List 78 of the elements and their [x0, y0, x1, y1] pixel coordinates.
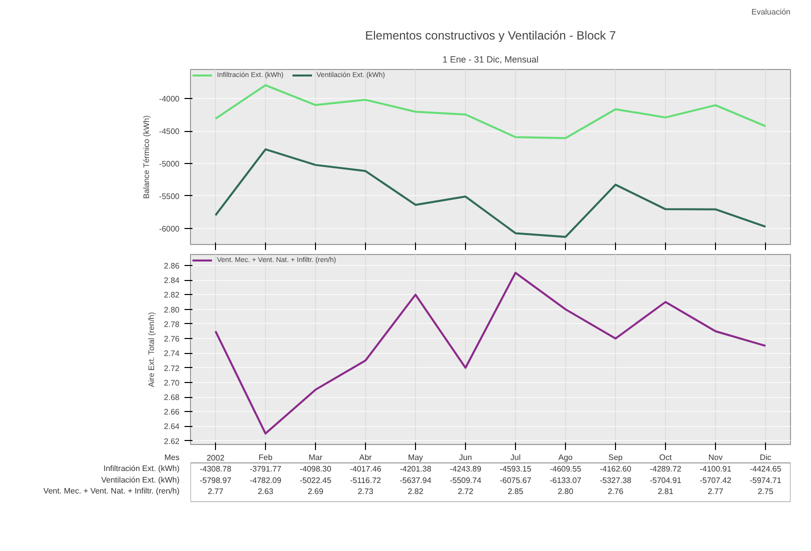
category-label: Oct — [659, 452, 672, 462]
data-label: -4782.09 — [250, 476, 282, 485]
y-tick-label: 2.72 — [164, 364, 180, 373]
data-label: -4308.78 — [200, 464, 232, 474]
data-label: 2.77 — [208, 487, 224, 496]
data-label: -4201.38 — [400, 464, 432, 474]
data-label: -6075.67 — [500, 476, 532, 485]
y-tick-label: 2.62 — [164, 436, 180, 446]
chart-title: Elementos constructivos y Ventilación - Block 7 — [365, 28, 616, 42]
category-label: May — [408, 452, 424, 462]
category-label: Sep — [608, 452, 624, 462]
text: Ventilación Ext. (kWh) — [101, 475, 180, 484]
category-label: 2002 — [206, 453, 225, 462]
y-tick-label: 2.76 — [164, 334, 180, 344]
category-label: Abr — [359, 452, 372, 462]
data-label: -4162.60 — [600, 464, 632, 474]
data-label: 2.75 — [758, 487, 774, 496]
line-series — [214, 272, 766, 435]
data-label: 2.63 — [258, 487, 274, 496]
data-label: 2.77 — [708, 487, 724, 496]
data-label: -4289.72 — [650, 464, 682, 474]
data-label: 2.69 — [308, 487, 324, 496]
y-tick-label: 2.86 — [164, 261, 180, 270]
data-label: 2.82 — [408, 487, 424, 496]
y-tick-label: -4500 — [159, 127, 180, 136]
y-tick-label: 2.80 — [164, 305, 180, 314]
data-label: 2.72 — [458, 487, 474, 496]
data-label: -5974.71 — [750, 476, 782, 485]
data-label: -6133.07 — [550, 476, 582, 485]
category-label: Nov — [708, 452, 723, 462]
data-label: -4098.30 — [300, 464, 332, 474]
y-tick-label: -5500 — [159, 192, 180, 201]
data-label: 2.76 — [608, 487, 624, 496]
text: Infiltración Ext. (kWh) — [103, 464, 180, 474]
data-label: -5327.38 — [600, 476, 632, 485]
y-tick-label: 2.84 — [164, 276, 180, 286]
y-tick-label: 2.70 — [164, 378, 180, 388]
y-tick-label: 2.74 — [164, 349, 180, 358]
data-label: -5022.45 — [300, 476, 332, 485]
data-label: 2.73 — [358, 487, 374, 496]
data-label: -4424.65 — [750, 464, 782, 474]
data-label: 2.85 — [508, 487, 524, 496]
y-axis-title: Aire Ext. Total (ren/h) — [146, 312, 156, 388]
category-label: Jul — [510, 452, 521, 462]
category-label: Dic — [760, 452, 772, 462]
data-label: -5707.42 — [700, 476, 732, 485]
data-label: -4593.15 — [500, 464, 532, 474]
category-label: Jun — [459, 452, 472, 462]
data-label: -5704.91 — [650, 476, 682, 485]
text: Vent. Mec. + Vent. Nat. + Infiltr. (ren/h) — [43, 486, 180, 496]
data-label: 2.80 — [558, 487, 574, 496]
data-label: -5637.94 — [400, 476, 432, 485]
y-tick-label: 2.66 — [164, 408, 180, 417]
category-label: Feb — [258, 452, 273, 462]
y-axis-title: Balance Térmico (kWh) — [142, 115, 152, 199]
y-tick-label: -4000 — [159, 94, 180, 104]
y-tick-label: 2.78 — [164, 320, 180, 329]
category-label: Ago — [558, 452, 574, 462]
data-label: -4243.89 — [450, 464, 482, 474]
y-tick-label: 2.64 — [164, 422, 180, 432]
text: Evaluación — [751, 8, 791, 16]
data-label: 2.81 — [658, 487, 674, 496]
data-label: -5116.72 — [350, 476, 382, 485]
data-label: -5798.97 — [200, 476, 232, 485]
y-tick-label: -6000 — [159, 224, 180, 234]
chart-subtitle: 1 Ene - 31 Dic, Mensual — [442, 54, 539, 64]
y-tick-label: 2.82 — [164, 290, 180, 300]
y-tick-label: 2.68 — [164, 393, 180, 402]
data-label: -4609.55 — [550, 464, 582, 474]
data-label: -3791.77 — [250, 464, 282, 474]
text: Mes — [164, 452, 180, 462]
data-label: -4100.91 — [700, 464, 732, 474]
y-tick-label: -5000 — [159, 159, 180, 168]
category-label: Mar — [308, 452, 323, 462]
line-series — [214, 84, 766, 140]
line-series — [214, 148, 766, 238]
data-label: -4017.46 — [350, 464, 382, 474]
data-label: -5509.74 — [450, 476, 482, 485]
